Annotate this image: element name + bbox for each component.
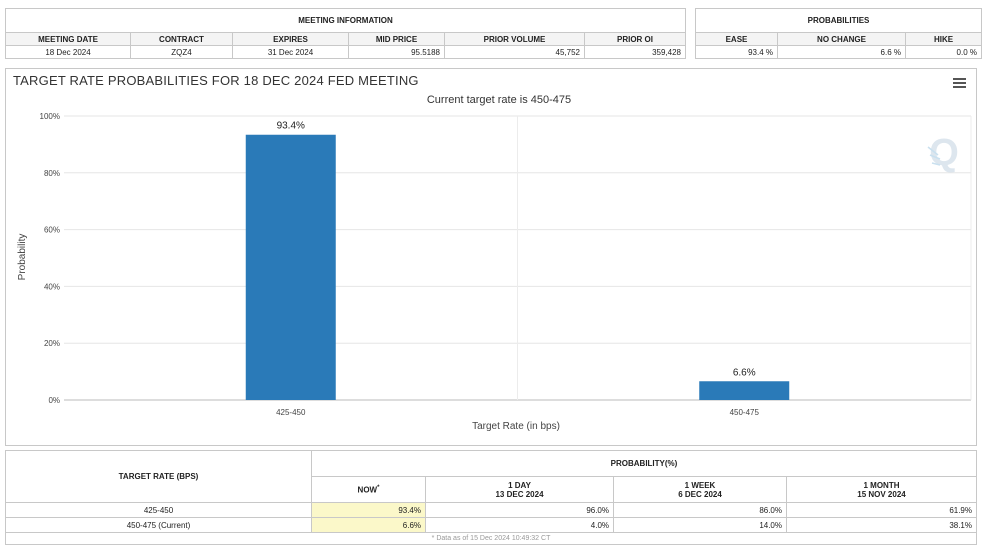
bar[interactable]	[699, 381, 790, 400]
col-now-mark: *	[377, 484, 380, 491]
col-prior-oi: PRIOR OI	[584, 32, 686, 46]
target-rate-header: TARGET RATE (BPS)	[5, 450, 312, 503]
chart-panel: TARGET RATE PROBABILITIES FOR 18 DEC 202…	[5, 68, 977, 446]
col-1-week-date: 6 DEC 2024	[678, 489, 722, 499]
x-tick-labels: 425-450 450-475	[276, 408, 759, 417]
col-now: NOW*	[311, 476, 426, 503]
y-tick-label: 20%	[44, 339, 60, 348]
day-cell: 96.0%	[425, 502, 614, 518]
bar[interactable]	[245, 134, 336, 400]
table-row: 450-475 (Current) 6.6% 4.0% 14.0% 38.1%	[5, 517, 977, 533]
y-tick-label: 0%	[48, 396, 60, 405]
svg-text:Q: Q	[929, 132, 959, 174]
col-1-month-label: 1 MONTH	[863, 480, 900, 490]
probability-header: PROBABILITY(%)	[311, 450, 977, 477]
col-1-week-label: 1 WEEK	[684, 480, 716, 490]
grid-layer	[64, 115, 972, 401]
chart-title: TARGET RATE PROBABILITIES FOR 18 DEC 202…	[13, 73, 419, 88]
month-cell: 38.1%	[786, 517, 977, 533]
data-label: 93.4%	[277, 121, 305, 132]
y-tick-label: 40%	[44, 282, 60, 291]
y-axis-label: Probability	[17, 234, 28, 281]
q-logo-icon: Q	[927, 132, 959, 174]
col-1-day-label: 1 DAY	[508, 480, 531, 490]
y-tick-labels: 0% 20% 40% 60% 80% 100%	[40, 112, 60, 405]
data-label: 6.6%	[733, 367, 756, 378]
now-cell: 6.6%	[311, 517, 426, 533]
col-now-label: NOW	[357, 485, 378, 495]
data-timestamp-footnote: * Data as of 15 Dec 2024 10:49:32 CT	[5, 532, 977, 545]
chart-subtitle: Current target rate is 450-475	[427, 94, 571, 106]
y-tick-label: 80%	[44, 169, 60, 178]
col-1-month-date: 15 NOV 2024	[857, 489, 906, 499]
bar-layer: 93.4% 6.6%	[245, 121, 790, 400]
table-row: 425-450 93.4% 96.0% 86.0% 61.9%	[5, 502, 977, 518]
probabilities-table: PROBABILITIES EASE NO CHANGE HIKE 93.4 %…	[695, 8, 982, 59]
col-1-month: 1 MONTH 15 NOV 2024	[786, 476, 977, 503]
week-cell: 14.0%	[613, 517, 787, 533]
expires-value: 31 Dec 2024	[232, 45, 349, 59]
week-cell: 86.0%	[613, 502, 787, 518]
mid-price-value: 95.5188	[348, 45, 445, 59]
col-contract: CONTRACT	[130, 32, 233, 46]
meeting-date-value: 18 Dec 2024	[5, 45, 131, 59]
prior-oi-value: 359,428	[584, 45, 686, 59]
month-cell: 61.9%	[786, 502, 977, 518]
hike-value: 0.0 %	[905, 45, 982, 59]
col-meeting-date: MEETING DATE	[5, 32, 131, 46]
col-no-change: NO CHANGE	[777, 32, 906, 46]
no-change-value: 6.6 %	[777, 45, 906, 59]
col-hike: HIKE	[905, 32, 982, 46]
probability-history-table: TARGET RATE (BPS) PROBABILITY(%) NOW* 1 …	[5, 450, 977, 545]
y-tick-label: 100%	[40, 112, 60, 121]
probabilities-title: PROBABILITIES	[695, 8, 982, 33]
col-expires: EXPIRES	[232, 32, 349, 46]
y-tick-label: 60%	[44, 226, 60, 235]
col-mid-price: MID PRICE	[348, 32, 445, 46]
rate-cell: 425-450	[5, 502, 312, 518]
x-tick-label: 450-475	[730, 408, 760, 417]
x-tick-label: 425-450	[276, 408, 306, 417]
col-1-week: 1 WEEK 6 DEC 2024	[613, 476, 787, 503]
ease-value: 93.4 %	[695, 45, 778, 59]
contract-value: ZQZ4	[130, 45, 233, 59]
meeting-information-table: MEETING INFORMATION MEETING DATE CONTRAC…	[5, 8, 686, 59]
meeting-information-title: MEETING INFORMATION	[5, 8, 686, 33]
target-rate-chart: Current target rate is 450-475 0% 20% 40% 6…	[17, 94, 972, 432]
rate-cell: 450-475 (Current)	[5, 517, 312, 533]
day-cell: 4.0%	[425, 517, 614, 533]
now-cell: 93.4%	[311, 502, 426, 518]
hamburger-menu-icon[interactable]	[953, 78, 966, 88]
col-ease: EASE	[695, 32, 778, 46]
col-prior-volume: PRIOR VOLUME	[444, 32, 585, 46]
col-1-day-date: 13 DEC 2024	[495, 489, 544, 499]
col-1-day: 1 DAY 13 DEC 2024	[425, 476, 614, 503]
prior-volume-value: 45,752	[444, 45, 585, 59]
x-axis-label: Target Rate (in bps)	[472, 421, 560, 432]
